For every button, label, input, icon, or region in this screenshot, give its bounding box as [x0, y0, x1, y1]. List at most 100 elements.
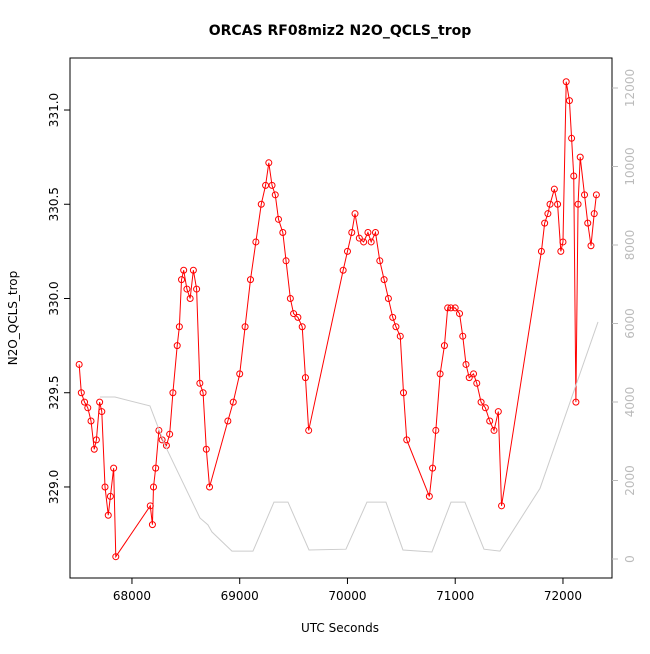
- series-line: [78, 81, 597, 559]
- series-line: [99, 321, 599, 553]
- point: [77, 389, 85, 397]
- point: [459, 332, 467, 340]
- point: [546, 200, 554, 208]
- point: [257, 200, 265, 208]
- point: [444, 304, 452, 312]
- point: [498, 502, 506, 510]
- point: [206, 483, 214, 491]
- point: [562, 78, 570, 86]
- point: [186, 294, 194, 302]
- chart-title: ORCAS RF08miz2 N2O_QCLS_trop: [209, 23, 472, 39]
- point: [271, 191, 279, 199]
- point: [84, 404, 92, 412]
- point: [173, 342, 181, 350]
- point: [574, 200, 582, 208]
- x-tick-label: 68000: [113, 589, 151, 603]
- point: [178, 276, 186, 284]
- point: [477, 398, 485, 406]
- point: [456, 310, 464, 318]
- point: [298, 323, 306, 331]
- y-tick-label: 331.0: [47, 93, 61, 127]
- point: [241, 323, 249, 331]
- point: [550, 185, 558, 193]
- point: [481, 404, 489, 412]
- point: [202, 445, 210, 453]
- point: [169, 389, 177, 397]
- point: [155, 426, 163, 434]
- point: [112, 553, 120, 561]
- point: [494, 408, 502, 416]
- y2-tick-label: 12000: [623, 69, 637, 107]
- point: [104, 511, 112, 519]
- point: [367, 238, 375, 246]
- point: [565, 97, 573, 105]
- point: [252, 238, 260, 246]
- point: [432, 426, 440, 434]
- point: [462, 360, 470, 368]
- point: [265, 159, 273, 167]
- y-axis-label: N2O_QCLS_trop: [6, 271, 20, 366]
- point: [465, 374, 473, 382]
- point: [541, 219, 549, 227]
- point: [554, 200, 562, 208]
- point: [451, 304, 459, 312]
- point: [301, 374, 309, 382]
- y2-tick-label: 6000: [623, 308, 637, 339]
- point: [470, 370, 478, 378]
- point: [75, 360, 83, 368]
- point: [150, 483, 158, 491]
- point: [380, 276, 388, 284]
- point: [486, 417, 494, 425]
- point: [392, 323, 400, 331]
- point: [246, 276, 254, 284]
- point: [581, 191, 589, 199]
- point: [348, 229, 356, 237]
- point: [81, 398, 89, 406]
- y-tick-label: 329.0: [47, 470, 61, 504]
- point: [236, 370, 244, 378]
- point: [152, 464, 160, 472]
- point: [592, 191, 600, 199]
- point: [90, 445, 98, 453]
- point: [384, 294, 392, 302]
- point: [355, 234, 363, 242]
- point: [294, 313, 302, 321]
- point: [224, 417, 232, 425]
- point: [166, 430, 174, 438]
- point: [568, 134, 576, 142]
- y2-tick-label: 0: [623, 555, 637, 563]
- point: [587, 242, 595, 250]
- point: [584, 219, 592, 227]
- point: [199, 389, 207, 397]
- y2-tick-label: 2000: [623, 465, 637, 496]
- point: [229, 398, 237, 406]
- point: [193, 285, 201, 293]
- point: [305, 426, 313, 434]
- point: [371, 229, 379, 237]
- y-tick-label: 330.5: [47, 187, 61, 221]
- y2-tick-label: 10000: [623, 147, 637, 185]
- x-axis-label: UTC Seconds: [301, 621, 379, 635]
- point: [389, 313, 397, 321]
- point: [557, 247, 565, 255]
- point: [175, 323, 183, 331]
- point: [440, 342, 448, 350]
- point: [98, 408, 106, 416]
- point: [364, 229, 372, 237]
- point: [403, 436, 411, 444]
- plot-frame: [69, 57, 613, 579]
- point: [343, 247, 351, 255]
- point: [473, 379, 481, 387]
- point: [576, 153, 584, 161]
- point: [590, 210, 598, 218]
- y-tick-label: 330.0: [47, 281, 61, 315]
- point: [429, 464, 437, 472]
- point: [425, 492, 433, 500]
- y-tick-label: 329.5: [47, 376, 61, 410]
- point: [92, 436, 100, 444]
- point: [106, 492, 114, 500]
- point: [339, 266, 347, 274]
- point: [572, 398, 580, 406]
- point: [148, 521, 156, 529]
